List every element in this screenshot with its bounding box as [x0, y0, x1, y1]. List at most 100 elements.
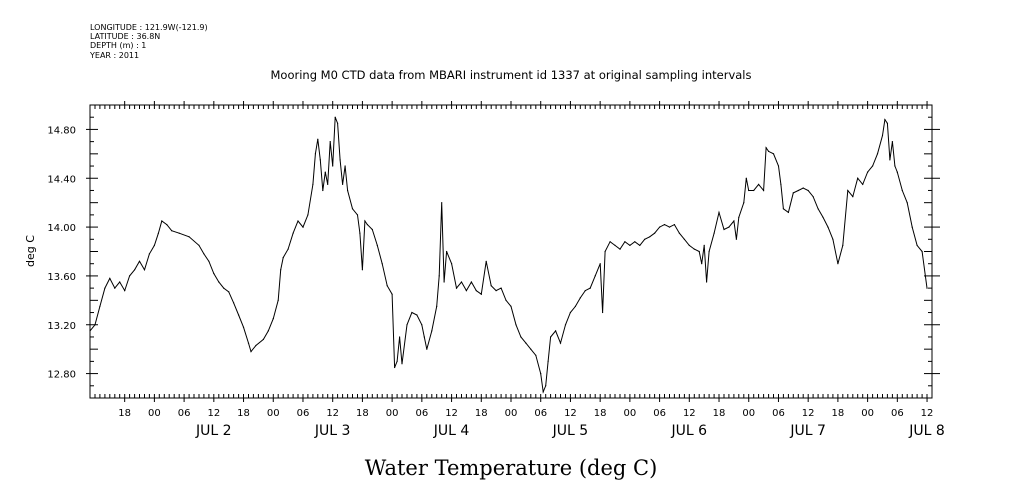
- data-point: [706, 281, 708, 283]
- data-point: [371, 228, 373, 231]
- data-point: [247, 342, 250, 344]
- data-point: [857, 177, 859, 179]
- series-layer: [89, 116, 928, 394]
- data-point: [314, 153, 316, 155]
- data-point: [889, 159, 891, 161]
- data-point: [364, 220, 366, 222]
- meta-latitude: LATITUDE : 36.8N: [90, 32, 160, 41]
- data-point: [218, 281, 220, 283]
- data-point: [602, 311, 604, 314]
- x-axis-label: Water Temperature (deg C): [365, 456, 658, 480]
- data-point: [166, 224, 168, 226]
- data-point: [109, 277, 111, 279]
- data-point: [765, 147, 767, 149]
- x-tick-label: 12: [564, 408, 577, 419]
- data-point: [277, 299, 279, 301]
- data-point: [451, 263, 453, 265]
- data-point: [698, 250, 700, 253]
- data-point: [515, 324, 517, 326]
- chart-title: Mooring M0 CTD data from MBARI instrumen…: [271, 68, 752, 82]
- data-point: [242, 326, 245, 328]
- x-tick-label: 06: [415, 408, 428, 419]
- data-point: [555, 330, 557, 332]
- y-tick-label: 14.40: [47, 174, 76, 185]
- x-tick-label: 06: [534, 408, 547, 419]
- data-point: [438, 275, 440, 277]
- data-point: [780, 183, 782, 185]
- y-tick-label: 12.80: [47, 370, 76, 381]
- y-tick-label: 13.20: [47, 321, 76, 332]
- x-tick-label: 12: [921, 408, 934, 419]
- data-point: [485, 260, 487, 262]
- data-point: [510, 305, 512, 307]
- data-point: [161, 220, 163, 222]
- data-point: [327, 183, 329, 185]
- data-point: [569, 311, 572, 314]
- data-point: [287, 248, 289, 250]
- data-point: [475, 290, 477, 292]
- data-point: [344, 165, 346, 167]
- data-point: [624, 241, 626, 243]
- data-point: [609, 241, 611, 243]
- data-point: [89, 330, 91, 332]
- data-point: [550, 336, 552, 338]
- data-point: [884, 119, 886, 121]
- data-point: [735, 238, 738, 240]
- data-point: [361, 269, 363, 271]
- data-point: [678, 232, 681, 234]
- data-point: [322, 189, 324, 192]
- x-day-label: JUL 4: [433, 423, 470, 439]
- x-tick-label: 12: [802, 408, 815, 419]
- data-point: [574, 305, 577, 307]
- data-point: [663, 224, 666, 226]
- x-tick-label: 00: [624, 408, 637, 419]
- data-point: [416, 314, 418, 316]
- data-point: [386, 285, 388, 287]
- x-tick-label: 12: [326, 408, 339, 419]
- data-point: [500, 287, 502, 289]
- data-point: [460, 281, 463, 283]
- data-point: [827, 226, 829, 228]
- data-point: [495, 290, 497, 292]
- x-tick-label: 18: [832, 408, 845, 419]
- data-point: [639, 244, 641, 246]
- x-tick-label: 18: [594, 408, 607, 419]
- data-point: [329, 141, 331, 143]
- data-point: [733, 220, 735, 222]
- data-point: [777, 165, 780, 167]
- data-point: [228, 291, 230, 293]
- data-point: [772, 153, 775, 155]
- data-point: [604, 250, 606, 253]
- data-point: [738, 216, 740, 218]
- data-point: [876, 153, 879, 155]
- x-tick-label: 18: [118, 408, 131, 419]
- data-point: [758, 183, 760, 185]
- data-point: [852, 196, 854, 198]
- data-point: [394, 366, 396, 369]
- data-point: [782, 208, 785, 210]
- data-point: [490, 285, 492, 287]
- data-point: [297, 220, 299, 222]
- data-point: [693, 248, 695, 250]
- data-point: [262, 338, 264, 340]
- data-point: [267, 330, 269, 332]
- x-tick-label: 06: [772, 408, 785, 419]
- data-point: [324, 171, 326, 173]
- data-point: [104, 287, 106, 289]
- data-point: [926, 287, 928, 289]
- x-tick-label: 00: [742, 408, 755, 419]
- data-point: [334, 116, 336, 118]
- data-point: [480, 293, 482, 295]
- data-point: [391, 293, 393, 295]
- x-tick-label: 18: [356, 408, 369, 419]
- data-point: [198, 244, 200, 246]
- data-point: [280, 269, 282, 271]
- data-point: [124, 290, 126, 292]
- data-point: [339, 159, 341, 161]
- data-point: [396, 360, 398, 362]
- x-tick-label: 06: [297, 408, 310, 419]
- data-point: [233, 302, 235, 304]
- data-point: [302, 226, 304, 228]
- data-point: [713, 232, 715, 234]
